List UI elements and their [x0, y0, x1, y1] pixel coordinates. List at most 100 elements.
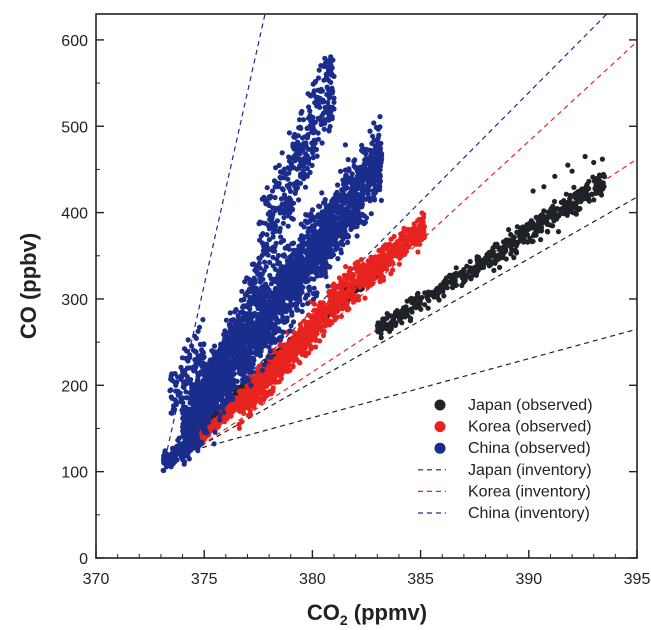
data-point-4978 — [351, 224, 357, 230]
data-point-750 — [467, 258, 473, 265]
data-point-4391 — [375, 135, 381, 141]
data-point-4986 — [314, 290, 320, 296]
data-point-2189 — [350, 299, 356, 305]
data-point-838 — [459, 275, 465, 281]
data-point-2960 — [248, 382, 254, 388]
data-point-1824 — [277, 342, 283, 349]
data-point-794 — [387, 328, 393, 334]
data-point-2545 — [411, 226, 417, 232]
data-point-3928 — [212, 429, 218, 435]
data-point-762 — [378, 335, 384, 341]
data-point-4975 — [274, 317, 280, 323]
data-point-2707 — [163, 459, 169, 465]
data-point-3244 — [251, 357, 257, 363]
data-point-1186 — [578, 199, 584, 205]
data-point-4977 — [212, 349, 218, 355]
data-point-1207 — [530, 188, 536, 194]
data-point-4850 — [311, 296, 317, 302]
data-point-4941 — [194, 426, 200, 432]
data-point-2196 — [322, 304, 328, 311]
data-point-1842 — [238, 405, 244, 411]
data-point-2521 — [380, 257, 386, 263]
data-point-2527 — [421, 228, 427, 234]
data-point-853 — [399, 320, 405, 326]
data-point-2217 — [335, 284, 341, 291]
data-point-837 — [474, 270, 480, 276]
data-point-2526 — [379, 263, 385, 269]
data-point-3648 — [289, 312, 295, 318]
data-point-858 — [405, 313, 411, 319]
data-point-2116 — [313, 330, 319, 336]
data-point-1174 — [523, 228, 530, 234]
data-point-4357 — [298, 221, 304, 227]
data-point-1112 — [586, 178, 592, 184]
data-point-1066 — [551, 198, 558, 205]
data-point-1197 — [495, 252, 501, 258]
data-point-2187 — [289, 344, 295, 350]
data-point-1136 — [573, 211, 579, 217]
data-point-4709 — [305, 229, 311, 235]
data-point-4906 — [266, 337, 272, 343]
data-point-1159 — [521, 235, 527, 241]
data-point-822 — [436, 297, 442, 303]
data-point-1155 — [541, 214, 547, 220]
data-point-1140 — [558, 210, 564, 216]
data-point-1196 — [548, 207, 554, 213]
data-point-1781 — [251, 390, 257, 396]
data-point-1836 — [273, 367, 279, 373]
data-point-1169 — [567, 203, 573, 209]
data-point-1390 — [209, 425, 215, 431]
data-point-4786 — [183, 451, 189, 457]
data-point-1201 — [599, 156, 606, 162]
data-point-1195 — [527, 220, 533, 226]
data-point-1189 — [500, 246, 506, 252]
data-point-4126 — [262, 259, 268, 265]
data-point-1146 — [490, 253, 496, 259]
data-point-2518 — [368, 282, 374, 288]
data-point-3701 — [300, 302, 306, 308]
data-point-4765 — [299, 254, 305, 260]
data-point-856 — [378, 331, 384, 337]
data-point-2533 — [383, 244, 389, 250]
data-point-2148 — [329, 311, 335, 317]
series-korea-observed- — [195, 210, 427, 448]
data-point-2466 — [403, 234, 410, 240]
data-point-864 — [391, 313, 397, 319]
data-point-1831 — [278, 350, 285, 356]
data-point-1178 — [535, 217, 541, 223]
data-point-3359 — [338, 168, 344, 174]
data-point-4767 — [298, 263, 304, 269]
data-point-1062 — [571, 184, 577, 190]
data-point-1028 — [511, 255, 517, 261]
data-point-3851 — [211, 441, 217, 447]
data-point-2546 — [387, 248, 393, 254]
data-point-2380 — [388, 236, 394, 242]
data-point-980 — [545, 229, 551, 235]
data-point-2209 — [318, 327, 324, 333]
data-point-855 — [398, 309, 404, 315]
data-point-4026 — [294, 302, 300, 308]
data-point-2000 — [343, 264, 349, 270]
data-point-1786 — [248, 412, 254, 418]
data-point-2203 — [297, 349, 303, 355]
data-point-2136 — [301, 318, 307, 324]
data-point-4972 — [242, 327, 248, 333]
data-point-2516 — [413, 241, 419, 247]
data-point-4776 — [254, 351, 260, 357]
data-point-2049 — [355, 293, 361, 300]
data-point-2541 — [379, 251, 385, 257]
data-point-4748 — [353, 199, 359, 205]
data-point-712 — [417, 299, 423, 305]
data-point-4609 — [284, 315, 290, 321]
data-point-4710 — [316, 265, 322, 271]
data-point-859 — [476, 262, 482, 268]
data-point-2058 — [350, 271, 356, 277]
data-point-2892 — [378, 197, 384, 203]
data-point-1182 — [582, 195, 588, 201]
data-point-936 — [555, 229, 562, 235]
data-point-2488 — [409, 240, 415, 246]
data-point-4945 — [359, 187, 365, 193]
data-point-4451 — [356, 219, 362, 226]
data-point-4731 — [187, 431, 194, 438]
data-point-4685 — [255, 305, 261, 311]
